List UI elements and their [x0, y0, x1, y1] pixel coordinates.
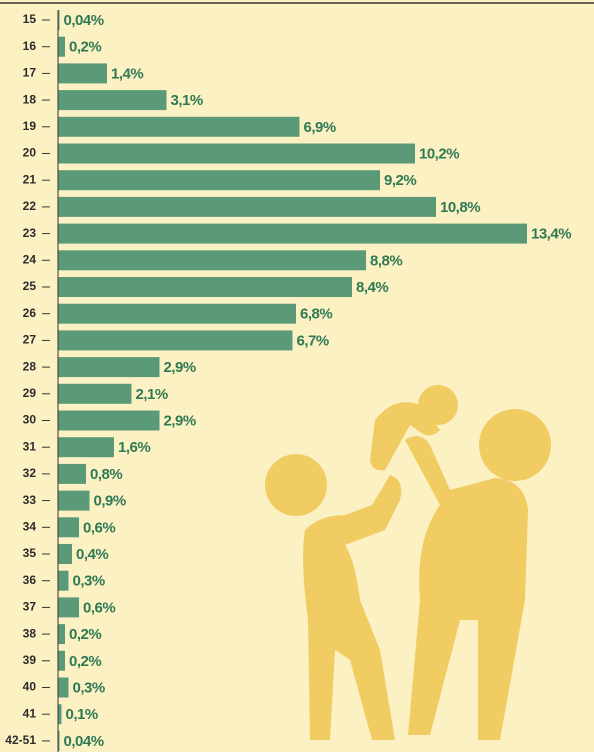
- category-label: 23: [23, 226, 37, 240]
- category-label: 17: [23, 66, 37, 80]
- value-label: 10,2%: [419, 145, 459, 162]
- value-label: 3,1%: [171, 92, 203, 109]
- bar: [58, 303, 296, 324]
- bar: [58, 490, 90, 511]
- bar: [58, 544, 72, 564]
- category-label: 37: [23, 600, 37, 614]
- bar: [58, 704, 62, 725]
- value-label: 0,2%: [69, 653, 101, 670]
- category-label: 24: [23, 252, 37, 266]
- bar: [58, 63, 107, 84]
- bar: [58, 277, 352, 297]
- bar: [58, 437, 114, 458]
- bar: [58, 410, 160, 431]
- value-label: 0,1%: [66, 706, 98, 723]
- value-label: 0,6%: [83, 519, 115, 536]
- bar: [58, 250, 366, 271]
- value-label: 2,9%: [164, 359, 196, 376]
- bar: [58, 143, 415, 164]
- value-label: 0,9%: [94, 493, 126, 510]
- category-label: 41: [23, 706, 37, 720]
- value-label: 8,8%: [370, 252, 402, 269]
- category-label: 39: [23, 653, 37, 667]
- value-label: 9,2%: [384, 172, 416, 189]
- category-label: 27: [23, 333, 37, 347]
- bar: [58, 677, 69, 698]
- value-label: 0,3%: [73, 573, 105, 590]
- category-label: 42-51: [5, 733, 36, 747]
- category-label: 18: [23, 92, 37, 106]
- category-label: 15: [23, 12, 37, 26]
- bar: [58, 570, 69, 591]
- bar: [58, 196, 436, 217]
- value-label: 10,8%: [440, 199, 480, 216]
- category-label: 38: [23, 626, 37, 640]
- category-label: 21: [23, 172, 37, 186]
- value-label: 0,4%: [76, 546, 108, 563]
- category-label: 16: [23, 39, 37, 53]
- bar: [58, 517, 79, 538]
- value-label: 0,3%: [73, 679, 105, 696]
- value-label: 6,7%: [297, 332, 329, 349]
- category-label: 33: [23, 493, 37, 507]
- value-label: 2,9%: [164, 412, 196, 429]
- bar: [58, 650, 65, 671]
- bar: [58, 330, 293, 351]
- bar: [58, 730, 60, 751]
- category-label: 28: [23, 359, 37, 373]
- bar: [58, 357, 160, 378]
- category-label: 22: [23, 199, 37, 213]
- bar: [58, 223, 527, 244]
- value-label: 1,4%: [111, 65, 143, 82]
- value-label: 0,2%: [69, 626, 101, 643]
- category-label: 26: [23, 306, 37, 320]
- value-label: 0,8%: [90, 466, 122, 483]
- category-label: 36: [23, 573, 37, 587]
- value-label: 13,4%: [531, 226, 571, 243]
- bar: [58, 624, 65, 645]
- value-label: 0,2%: [69, 39, 101, 56]
- value-label: 0,04%: [64, 12, 104, 29]
- category-label: 32: [23, 466, 37, 480]
- value-label: 8,4%: [356, 279, 388, 296]
- category-label: 19: [23, 119, 37, 133]
- bar: [58, 463, 86, 484]
- category-label: 34: [23, 519, 37, 533]
- bar: [58, 36, 65, 57]
- category-label: 20: [23, 146, 37, 160]
- category-label: 40: [23, 680, 37, 694]
- bar: [58, 383, 132, 404]
- value-label: 2,1%: [136, 386, 168, 403]
- bar: [58, 116, 300, 137]
- value-label: 6,9%: [304, 119, 336, 136]
- category-label: 31: [23, 439, 37, 453]
- category-label: 29: [23, 386, 37, 400]
- bar: [58, 90, 167, 111]
- category-label: 35: [23, 546, 37, 560]
- bar: [58, 170, 380, 191]
- value-label: 0,04%: [64, 733, 104, 750]
- value-label: 6,8%: [300, 306, 332, 323]
- bar: [58, 10, 60, 30]
- category-label: 25: [23, 279, 37, 293]
- bar: [58, 597, 79, 618]
- value-label: 0,6%: [83, 599, 115, 616]
- value-label: 1,6%: [118, 439, 150, 456]
- category-label: 30: [23, 413, 37, 427]
- family-illustration: [265, 385, 551, 740]
